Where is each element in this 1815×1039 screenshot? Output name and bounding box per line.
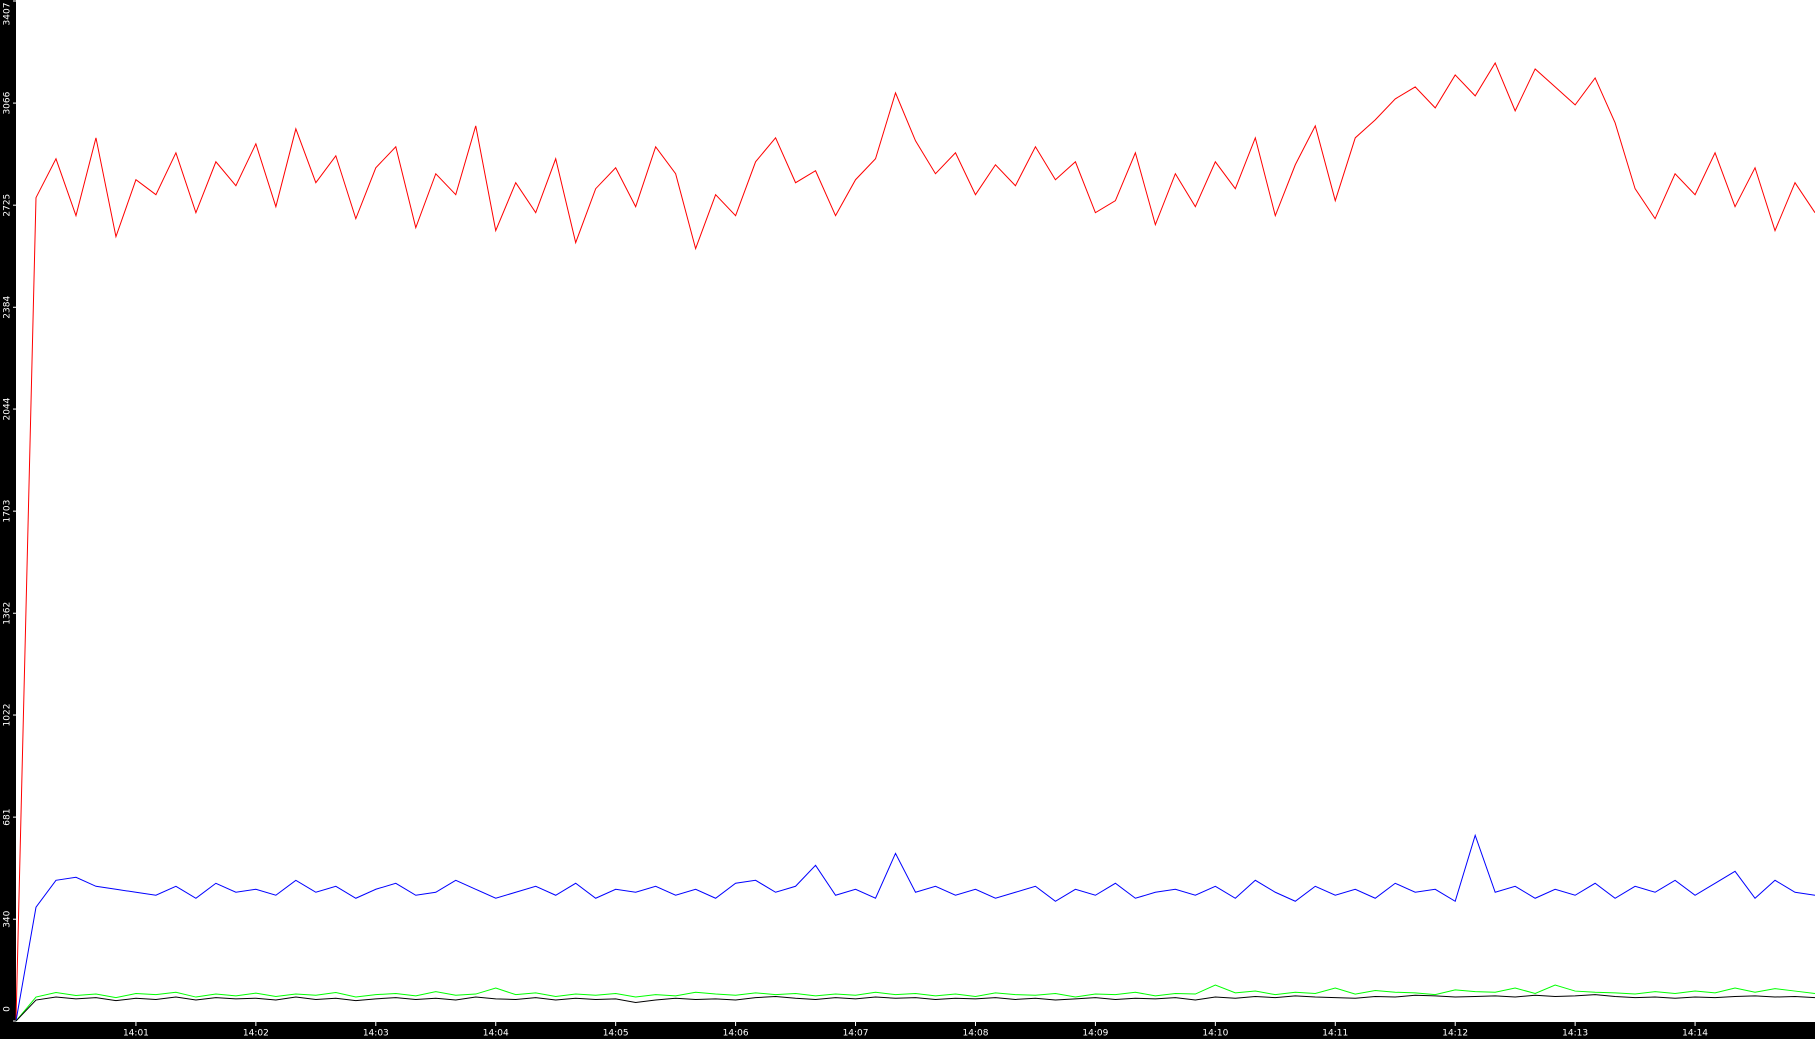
x-tick-label: 14:05: [603, 1029, 629, 1039]
y-tick-label: 2384: [3, 296, 13, 319]
y-tick-label: 0: [3, 1006, 13, 1012]
series-line: [15, 833, 1815, 1022]
x-tick-label: 14:04: [483, 1029, 509, 1039]
y-tick-label: 1362: [3, 602, 13, 625]
x-tick-label: 14:13: [1562, 1029, 1588, 1039]
x-tick-label: 14:02: [243, 1029, 269, 1039]
y-axis-strip: [0, 0, 16, 1039]
y-tick-label: 3066: [3, 91, 13, 114]
x-tick-label: 14:07: [843, 1029, 869, 1039]
series-line: [15, 61, 1815, 1022]
x-tick-label: 14:10: [1202, 1029, 1228, 1039]
y-tick-label: 3407: [3, 3, 13, 26]
y-tick-label: 1022: [3, 704, 13, 727]
x-axis-strip: [0, 1022, 1815, 1039]
y-tick-label: 2044: [3, 397, 13, 420]
series-line: [15, 994, 1815, 1022]
x-tick-label: 14:03: [363, 1029, 389, 1039]
series-line: [15, 984, 1815, 1022]
y-tick-label: 2725: [3, 194, 13, 217]
x-tick-label: 14:06: [723, 1029, 749, 1039]
x-tick-label: 14:08: [962, 1029, 988, 1039]
x-tick-label: 14:01: [123, 1029, 149, 1039]
y-tick-label: 1703: [3, 500, 13, 523]
x-tick-label: 14:11: [1322, 1029, 1348, 1039]
y-tick-label: 681: [3, 809, 13, 826]
x-tick-label: 14:12: [1442, 1029, 1468, 1039]
y-tick-label: 340: [3, 910, 13, 927]
x-tick-label: 14:09: [1082, 1029, 1108, 1039]
x-tick-label: 14:14: [1682, 1029, 1708, 1039]
